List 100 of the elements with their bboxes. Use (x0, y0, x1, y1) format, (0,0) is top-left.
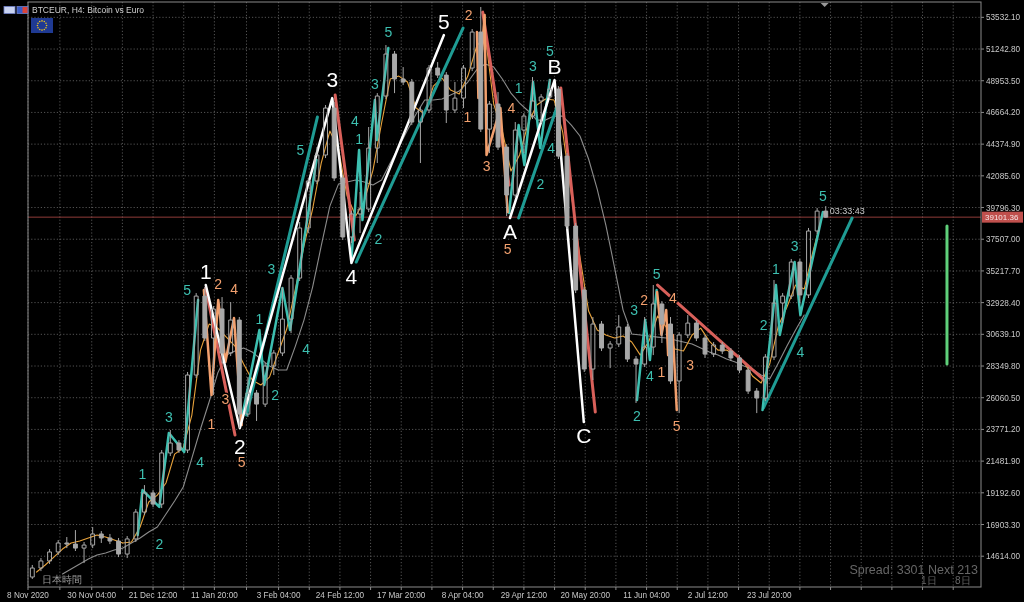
candlestick (124, 535, 130, 559)
annotation: 2 (633, 408, 642, 425)
candlestick (98, 530, 104, 544)
annotation: 5 (183, 281, 192, 298)
candlestick (555, 85, 561, 160)
candlestick (685, 314, 691, 339)
annotation: 3 (482, 158, 491, 175)
chart-title: BTCEUR, H4: Bitcoin vs Euro (32, 5, 145, 15)
candlestick (771, 279, 777, 361)
annotation: 5 (503, 241, 512, 258)
candlestick (780, 292, 786, 324)
candlestick (823, 205, 829, 219)
candlestick (219, 296, 225, 364)
annotation: 1 (138, 465, 147, 482)
x-tick-label: 11 Jan 20:00 (191, 591, 239, 600)
candlestick (150, 489, 156, 508)
candlestick (38, 557, 44, 572)
annotation: 5 (672, 418, 681, 435)
candlestick (305, 177, 311, 234)
candlestick (55, 539, 61, 556)
candlestick (806, 227, 811, 299)
annotation: 4 (350, 112, 359, 129)
annotation: 1 (772, 260, 781, 277)
candlestick (521, 112, 527, 154)
candlestick (159, 449, 165, 509)
annotation: Spread: 3301 Next 213 (849, 563, 979, 577)
annotation: 5 (818, 187, 827, 204)
candlestick (547, 78, 553, 101)
candlestick (607, 340, 613, 369)
candlestick (374, 92, 380, 164)
annotation: 1 (207, 416, 216, 433)
x-tick-label: 21 Dec 12:00 (128, 591, 178, 600)
candlestick (90, 526, 96, 549)
y-tick-label: 23771.20 (986, 425, 1021, 435)
y-tick-label: 32928.40 (986, 298, 1021, 308)
candlestick (392, 50, 397, 94)
candlestick (728, 347, 734, 362)
candlestick (193, 292, 199, 379)
y-tick-label: 53532.10 (986, 13, 1021, 23)
y-tick-label: 46664.20 (986, 108, 1021, 118)
annotation: 3 (790, 237, 799, 254)
annotation: 1 (657, 364, 666, 381)
candlestick (512, 121, 518, 199)
x-tick-label: 3 Feb 04:00 (256, 591, 301, 600)
annotation: 5 (237, 454, 246, 471)
candlestick (357, 191, 363, 234)
candlestick (797, 258, 803, 304)
candlestick (331, 101, 337, 182)
y-tick-label: 51242.80 (986, 45, 1021, 55)
annotation: 1 (514, 79, 523, 96)
candlestick (633, 355, 639, 404)
candlestick (228, 301, 234, 357)
x-tick-label: 29 Apr 12:00 (500, 591, 548, 600)
candlestick (141, 484, 147, 516)
candlestick (426, 64, 432, 114)
candlestick (737, 354, 742, 374)
annotation: 5 (545, 42, 554, 59)
candlestick (409, 78, 415, 126)
candlestick (486, 100, 492, 154)
annotation: 1 (199, 259, 212, 283)
candlestick (202, 286, 208, 342)
x-tick-label: 17 Mar 20:00 (377, 591, 426, 600)
y-tick-label: 44374.90 (986, 140, 1021, 150)
candlestick (47, 548, 52, 565)
annotation: 5 (652, 265, 661, 282)
y-tick-label: 26060.50 (986, 393, 1021, 403)
annotation: 5 (296, 141, 305, 158)
candlestick (400, 66, 406, 86)
annotation: 8日 (955, 575, 971, 586)
candlestick (435, 61, 441, 79)
candlestick (711, 341, 717, 358)
y-tick-label: 19192.60 (986, 488, 1021, 498)
y-tick-label: 30639.10 (986, 330, 1021, 340)
candlestick (693, 319, 699, 342)
y-tick-label: 48953.50 (986, 76, 1021, 86)
y-tick-label: 21481.90 (986, 457, 1021, 467)
candlestick (590, 316, 596, 381)
candlestick (495, 91, 501, 151)
annotation: 4 (796, 344, 805, 361)
candlestick (210, 305, 216, 396)
x-tick-label: 2 Jul 12:00 (687, 591, 729, 600)
annotation: C (576, 424, 592, 448)
candlestick (504, 143, 510, 217)
candlestick (348, 210, 354, 244)
annotation: 1 (255, 310, 264, 327)
candlestick (478, 6, 484, 133)
annotation: 2 (464, 7, 473, 24)
ref-line-label: 39101.36 (985, 213, 1019, 223)
candlestick (538, 93, 544, 124)
annotation: 3 (370, 75, 379, 92)
annotation: 4 (669, 289, 678, 306)
annotation: 2 (640, 291, 649, 308)
annotation: 3 (267, 260, 276, 277)
candlestick (116, 537, 121, 558)
candlestick (254, 389, 259, 422)
candlestick (383, 44, 389, 100)
candlestick (314, 146, 320, 185)
annotation: 4 (196, 454, 205, 471)
candlestick (599, 320, 604, 352)
candlestick (279, 286, 285, 357)
